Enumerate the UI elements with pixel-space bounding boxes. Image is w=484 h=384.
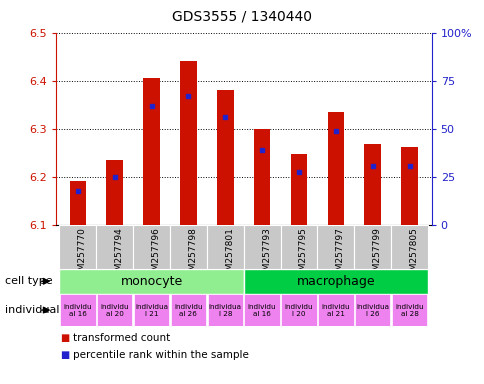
- Bar: [207, 225, 243, 269]
- Text: individu
al 16: individu al 16: [247, 304, 276, 316]
- Text: macrophage: macrophage: [296, 275, 375, 288]
- Bar: [60, 269, 243, 294]
- Text: transformed count: transformed count: [73, 333, 170, 343]
- Text: individu
al 21: individu al 21: [321, 304, 349, 316]
- Text: cell type: cell type: [5, 276, 52, 286]
- Text: ■: ■: [60, 350, 70, 360]
- Text: individual: individual: [5, 305, 59, 315]
- Text: ■: ■: [60, 333, 70, 343]
- Bar: [170, 225, 207, 269]
- Bar: [244, 295, 279, 326]
- Bar: [216, 90, 233, 225]
- Text: GDS3555 / 1340440: GDS3555 / 1340440: [172, 10, 312, 23]
- Text: individu
al 26: individu al 26: [174, 304, 202, 316]
- Bar: [318, 295, 353, 326]
- Bar: [327, 112, 344, 225]
- Bar: [354, 295, 390, 326]
- Bar: [243, 225, 280, 269]
- Text: GSM257797: GSM257797: [335, 227, 344, 282]
- Bar: [391, 295, 426, 326]
- Bar: [170, 295, 206, 326]
- Bar: [60, 225, 96, 269]
- Text: GSM257770: GSM257770: [78, 227, 87, 282]
- Bar: [243, 269, 427, 294]
- Text: GSM257805: GSM257805: [408, 227, 418, 282]
- Text: individua
l 28: individua l 28: [208, 304, 242, 316]
- Text: GSM257798: GSM257798: [188, 227, 197, 282]
- Text: individu
al 28: individu al 28: [394, 304, 423, 316]
- Bar: [290, 154, 307, 225]
- Bar: [134, 295, 169, 326]
- Bar: [280, 225, 317, 269]
- Bar: [133, 225, 170, 269]
- Text: percentile rank within the sample: percentile rank within the sample: [73, 350, 248, 360]
- Bar: [353, 225, 390, 269]
- Bar: [317, 225, 353, 269]
- Text: GSM257799: GSM257799: [372, 227, 381, 282]
- Bar: [253, 129, 270, 225]
- Text: individua
l 21: individua l 21: [135, 304, 168, 316]
- Bar: [363, 144, 380, 225]
- Bar: [207, 295, 242, 326]
- Bar: [69, 181, 86, 225]
- Bar: [96, 225, 133, 269]
- Text: individu
al 20: individu al 20: [100, 304, 129, 316]
- Bar: [281, 295, 316, 326]
- Bar: [143, 78, 160, 225]
- Bar: [390, 225, 427, 269]
- Bar: [60, 295, 95, 326]
- Bar: [97, 295, 132, 326]
- Text: individua
l 26: individua l 26: [355, 304, 388, 316]
- Text: monocyte: monocyte: [120, 275, 182, 288]
- Text: individu
l 20: individu l 20: [284, 304, 313, 316]
- Bar: [400, 147, 417, 225]
- Bar: [180, 61, 197, 225]
- Text: GSM257796: GSM257796: [151, 227, 160, 282]
- Text: GSM257794: GSM257794: [115, 227, 123, 281]
- Bar: [106, 160, 123, 225]
- Text: individu
al 16: individu al 16: [63, 304, 92, 316]
- Text: GSM257801: GSM257801: [225, 227, 234, 282]
- Text: GSM257793: GSM257793: [261, 227, 271, 282]
- Text: GSM257795: GSM257795: [298, 227, 307, 282]
